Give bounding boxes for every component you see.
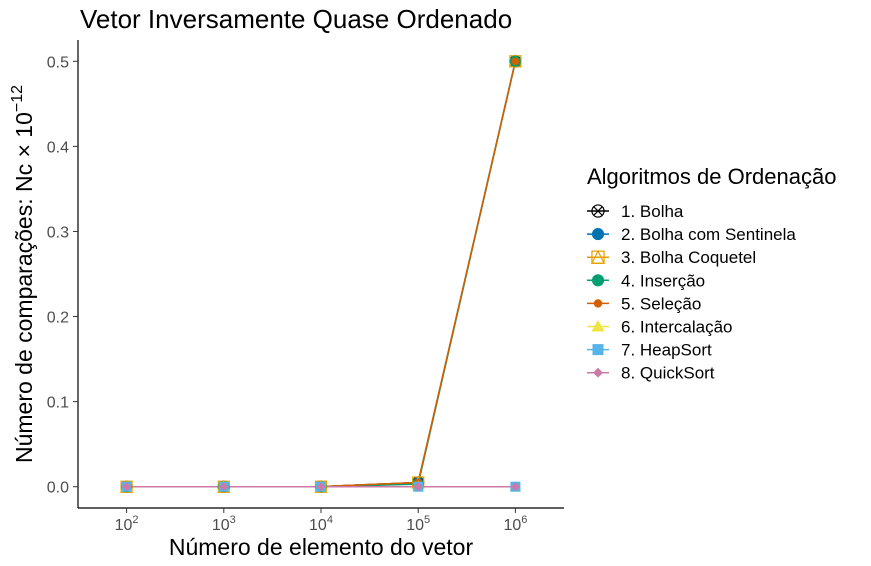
legend-key-marker bbox=[591, 319, 605, 332]
y-tick-label: 0.3 bbox=[47, 224, 69, 241]
legend-label: 3. Bolha Coquetel bbox=[621, 248, 756, 267]
marker-circle bbox=[593, 299, 603, 308]
legend-key-marker bbox=[593, 367, 603, 378]
legend: Algoritmos de Ordenação 1. Bolha 2. Bolha… bbox=[587, 164, 836, 383]
x-tick-exponent: 3 bbox=[230, 514, 236, 526]
legend-key-marker bbox=[591, 274, 605, 287]
marker-triangle bbox=[591, 319, 605, 332]
y-axis-title-text: Número de comparações: Nc × 10 bbox=[11, 112, 37, 463]
y-ticks: 0.0 0.1 0.2 0.3 0.4 0.5 bbox=[47, 54, 78, 497]
x-tick-base: 10 bbox=[503, 517, 521, 534]
legend-label: 5. Seleção bbox=[621, 294, 701, 313]
marker-diamond bbox=[510, 482, 520, 492]
chart-title: Vetor Inversamente Quase Ordenado bbox=[80, 4, 512, 34]
series-line-3 bbox=[126, 61, 517, 488]
legend-item: 8. QuickSort bbox=[587, 364, 715, 383]
legend-key-marker bbox=[591, 204, 605, 218]
plot-area: 0.00.10.20.30.40.5 102 103 104 105 106 bbox=[47, 40, 564, 534]
data-point-series-8 bbox=[510, 482, 520, 492]
legend-item: 2. Bolha com Sentinela bbox=[587, 225, 796, 244]
y-tick-label: 0.4 bbox=[47, 139, 69, 156]
marker-circle bbox=[511, 57, 520, 66]
x-tick-base: 10 bbox=[309, 517, 327, 534]
marker-diamond bbox=[122, 482, 132, 492]
series-lines bbox=[126, 61, 517, 488]
marker-circle bbox=[591, 228, 605, 241]
legend-key-marker bbox=[592, 344, 604, 356]
marker-square bbox=[592, 344, 604, 356]
marker-triangle bbox=[590, 249, 606, 264]
legend-label: 1. Bolha bbox=[621, 202, 684, 221]
data-point-series-5 bbox=[511, 57, 520, 66]
legend-label: 7. HeapSort bbox=[621, 341, 712, 360]
marker-circle bbox=[591, 204, 605, 218]
legend-item: 6. Intercalação bbox=[587, 318, 733, 337]
legend-item: 3. Bolha Coquetel bbox=[587, 248, 756, 267]
legend-label: 6. Intercalação bbox=[621, 318, 733, 337]
x-tick-base: 10 bbox=[115, 517, 133, 534]
x-tick-label: 102 bbox=[115, 514, 139, 534]
marker-cross bbox=[593, 206, 603, 216]
data-point-series-8 bbox=[316, 482, 326, 492]
legend-key-marker bbox=[590, 249, 606, 264]
legend-item: 7. HeapSort bbox=[587, 341, 712, 360]
series-line-2 bbox=[126, 61, 517, 488]
marker-circle bbox=[591, 274, 605, 287]
x-tick-exponent: 5 bbox=[424, 514, 430, 526]
x-ticks: 102 103 104 105 106 bbox=[115, 508, 527, 534]
legend-key-marker bbox=[593, 299, 603, 308]
y-axis-title-exponent: −12 bbox=[9, 85, 26, 112]
legend-item: 5. Seleção bbox=[587, 294, 701, 313]
marker-diamond bbox=[593, 367, 603, 378]
series-line-4 bbox=[126, 61, 517, 488]
legend-item: 4. Inserção bbox=[587, 271, 705, 290]
legend-items: 1. Bolha 2. Bolha com Sentinela 3. Bolha C… bbox=[587, 202, 796, 383]
legend-key-marker bbox=[591, 228, 605, 241]
marker-diamond bbox=[219, 482, 229, 492]
x-tick-base: 10 bbox=[212, 517, 230, 534]
x-axis-title: Número de elemento do vetor bbox=[169, 534, 474, 560]
series-points bbox=[120, 54, 522, 493]
series-line-1 bbox=[126, 61, 517, 488]
x-tick-label: 106 bbox=[503, 514, 527, 534]
legend-label: 4. Inserção bbox=[621, 271, 705, 290]
legend-label: 2. Bolha com Sentinela bbox=[621, 225, 796, 244]
y-tick-label: 0.0 bbox=[47, 480, 69, 497]
y-axis-title: Número de comparações: Nc × 10−12 bbox=[9, 85, 37, 463]
legend-item: 1. Bolha bbox=[587, 202, 684, 221]
x-tick-base: 10 bbox=[406, 517, 424, 534]
x-tick-exponent: 4 bbox=[327, 514, 333, 526]
series-line-5 bbox=[126, 61, 517, 488]
data-point-series-8 bbox=[219, 482, 229, 492]
y-tick-label: 0.2 bbox=[47, 310, 69, 327]
x-tick-label: 105 bbox=[406, 514, 430, 534]
data-point-series-8 bbox=[413, 482, 423, 492]
y-tick-label: 0.5 bbox=[47, 54, 69, 71]
x-tick-label: 104 bbox=[309, 514, 333, 534]
y-tick-label: 0.1 bbox=[47, 395, 69, 412]
legend-label: 8. QuickSort bbox=[621, 364, 715, 383]
x-tick-exponent: 6 bbox=[521, 514, 527, 526]
data-point-series-8 bbox=[122, 482, 132, 492]
x-tick-label: 103 bbox=[212, 514, 236, 534]
x-tick-exponent: 2 bbox=[132, 514, 138, 526]
marker-diamond bbox=[413, 482, 423, 492]
legend-title: Algoritmos de Ordenação bbox=[587, 164, 836, 189]
marker-diamond bbox=[316, 482, 326, 492]
